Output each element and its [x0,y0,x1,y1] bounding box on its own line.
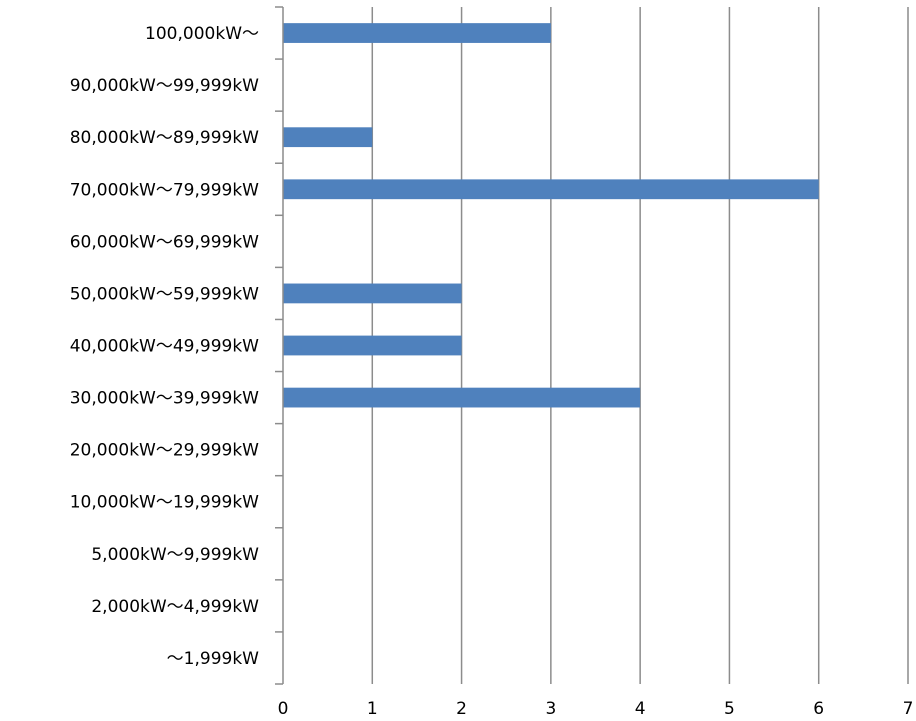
category-label: 100,000kW〜 [145,24,259,44]
category-label: 90,000kW〜99,999kW [70,76,259,96]
category-label: 5,000kW〜9,999kW [91,545,259,565]
category-label: 〜1,999kW [167,649,260,669]
category-label: 20,000kW〜29,999kW [70,441,259,461]
bar [283,127,373,148]
category-label: 10,000kW〜19,999kW [70,493,259,513]
x-tick-label: 7 [903,699,914,719]
category-label: 50,000kW〜59,999kW [70,284,259,304]
bar [283,283,462,304]
bar [283,387,641,408]
bar [283,23,551,43]
x-tick-label: 3 [545,699,556,719]
x-tick-label: 4 [635,699,646,719]
bar [283,179,819,200]
x-tick-label: 5 [724,699,735,719]
x-tick-label: 6 [813,699,824,719]
category-label: 2,000kW〜4,999kW [91,597,259,617]
x-tick-label: 2 [456,699,467,719]
category-label: 40,000kW〜49,999kW [70,337,259,357]
bar [283,335,462,356]
axes [275,6,284,685]
grid-lines [371,7,909,684]
category-label: 60,000kW〜69,999kW [70,232,259,252]
bars [283,23,819,408]
category-label: 70,000kW〜79,999kW [70,180,259,200]
category-label: 80,000kW〜89,999kW [70,128,259,148]
x-tick-label: 0 [278,699,289,719]
labels: 0 1 2 3 4 5 6 7 〜1,999kW 2,000kW〜4,999kW 5,000kW〜9… [70,24,914,719]
category-label: 30,000kW〜39,999kW [70,389,259,409]
x-tick-label: 1 [367,699,378,719]
